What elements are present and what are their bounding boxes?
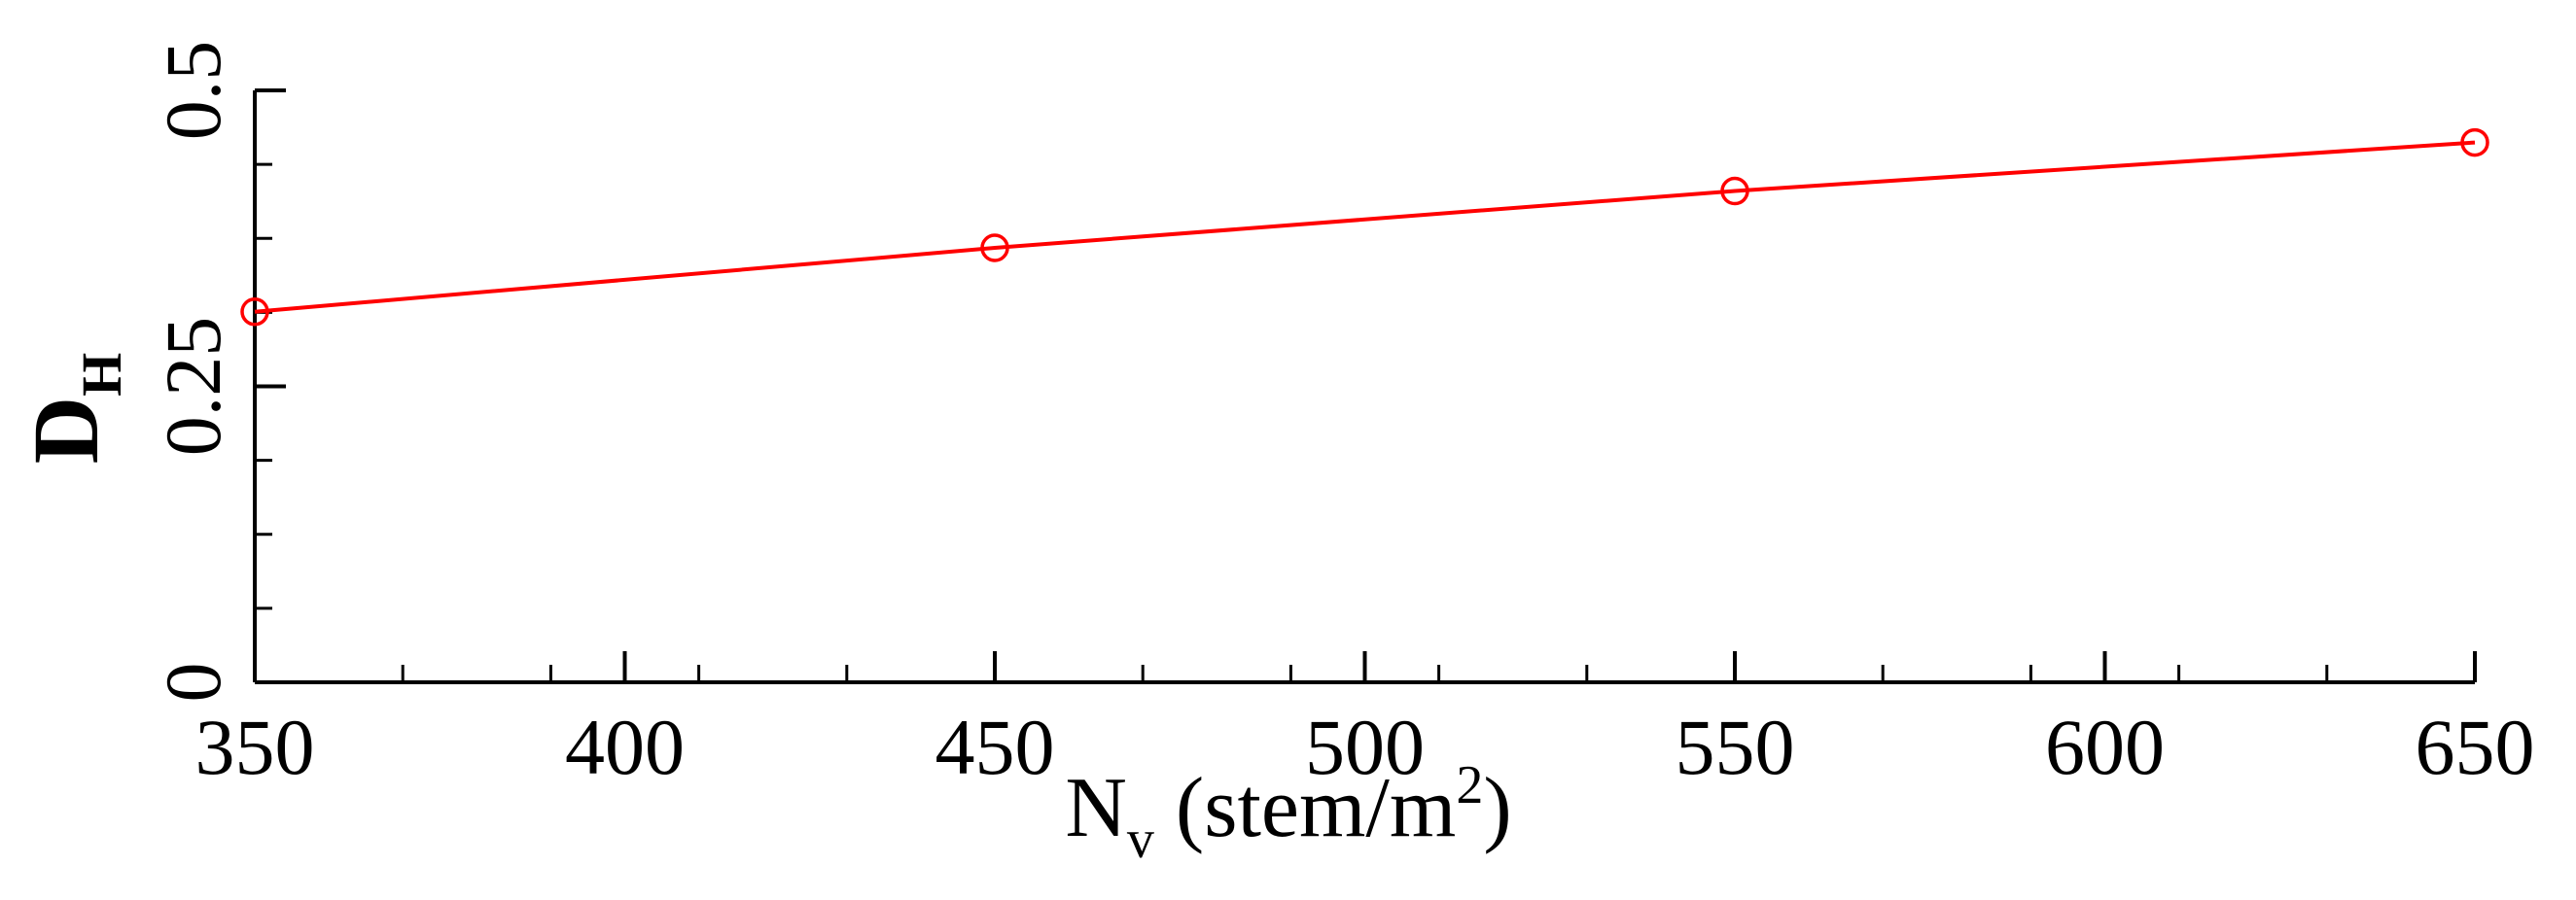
y-axis-title-base: D [14, 397, 118, 464]
x-tick-label: 350 [195, 703, 315, 791]
x-tick-label: 400 [565, 703, 685, 791]
x-tick-label: 500 [1305, 703, 1425, 791]
x-tick-label: 650 [2416, 703, 2535, 791]
x-axis-title: Nv (stem/m2) [1065, 755, 1511, 870]
series-line [254, 140, 2476, 314]
x-axis-title-sub: v [1127, 810, 1154, 870]
data-point [1720, 176, 1749, 206]
y-tick-label: 0.5 [149, 41, 237, 141]
data-point [980, 233, 1009, 262]
x-axis-title-base: N [1065, 761, 1127, 855]
x-axis-title-close: ) [1483, 761, 1511, 855]
x-tick-label: 600 [2045, 703, 2165, 791]
x-axis-title-sup: 2 [1456, 755, 1483, 815]
plot-area: 350 400 450 500 550 600 650 0 0.25 0.5 [149, 41, 2535, 791]
y-tick-label: 0 [149, 663, 237, 703]
x-axis-title-rest: (stem/m [1154, 761, 1456, 855]
data-point [2460, 127, 2489, 157]
y-axis-title-sub: H [70, 353, 133, 397]
x-tick-label: 450 [935, 703, 1055, 791]
data-point [240, 297, 269, 327]
y-axis-title: DH [14, 353, 133, 464]
x-tick-label: 550 [1676, 703, 1795, 791]
y-tick-label: 0.25 [149, 317, 237, 457]
